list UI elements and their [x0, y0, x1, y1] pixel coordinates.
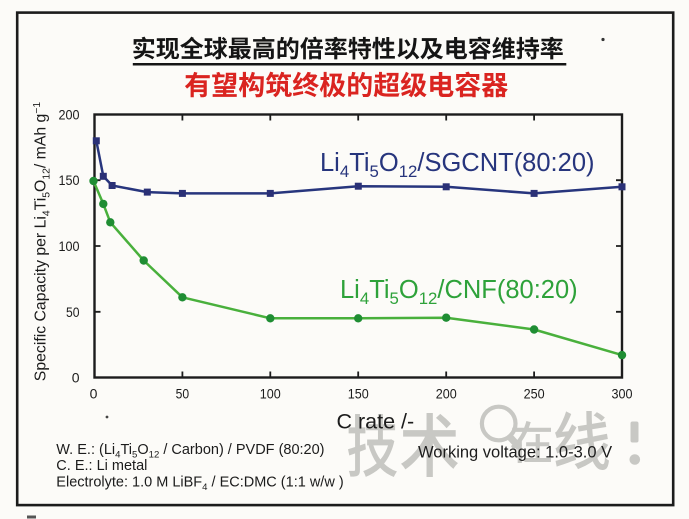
svg-text:0: 0 — [72, 370, 80, 386]
svg-text:Li4Ti5O12/SGCNT(80:20): Li4Ti5O12/SGCNT(80:20) — [320, 149, 595, 181]
svg-text:Li4Ti5O12/CNF(80:20): Li4Ti5O12/CNF(80:20) — [340, 276, 578, 308]
svg-text:200: 200 — [436, 385, 457, 401]
svg-text:250: 250 — [524, 385, 545, 401]
svg-text:Specific Capacity per Li4Ti5O1: Specific Capacity per Li4Ti5O12/ mAh g−1 — [32, 102, 53, 382]
svg-text:50: 50 — [66, 304, 80, 320]
svg-text:W. E.: (Li4Ti5O12 / Carbon) /: W. E.: (Li4Ti5O12 / Carbon) / PVDF (80:2… — [56, 442, 324, 461]
svg-text:100: 100 — [260, 385, 281, 401]
svg-text:C rate /-: C rate /- — [337, 409, 415, 433]
svg-text:Working voltage: 1.0-3.0 V: Working voltage: 1.0-3.0 V — [418, 444, 612, 462]
svg-text:150: 150 — [59, 172, 80, 188]
svg-text:100: 100 — [59, 238, 80, 254]
svg-text:0: 0 — [90, 385, 98, 401]
svg-text:300: 300 — [612, 385, 633, 401]
svg-text:200: 200 — [59, 107, 80, 123]
svg-text:50: 50 — [176, 385, 190, 401]
svg-text:Electrolyte: 1.0 M LiBF4 / EC:: Electrolyte: 1.0 M LiBF4 / EC:DMC (1:1 w… — [56, 475, 343, 494]
svg-text:C. E.: Li metal: C. E.: Li metal — [56, 458, 147, 474]
svg-text:150: 150 — [348, 385, 369, 401]
